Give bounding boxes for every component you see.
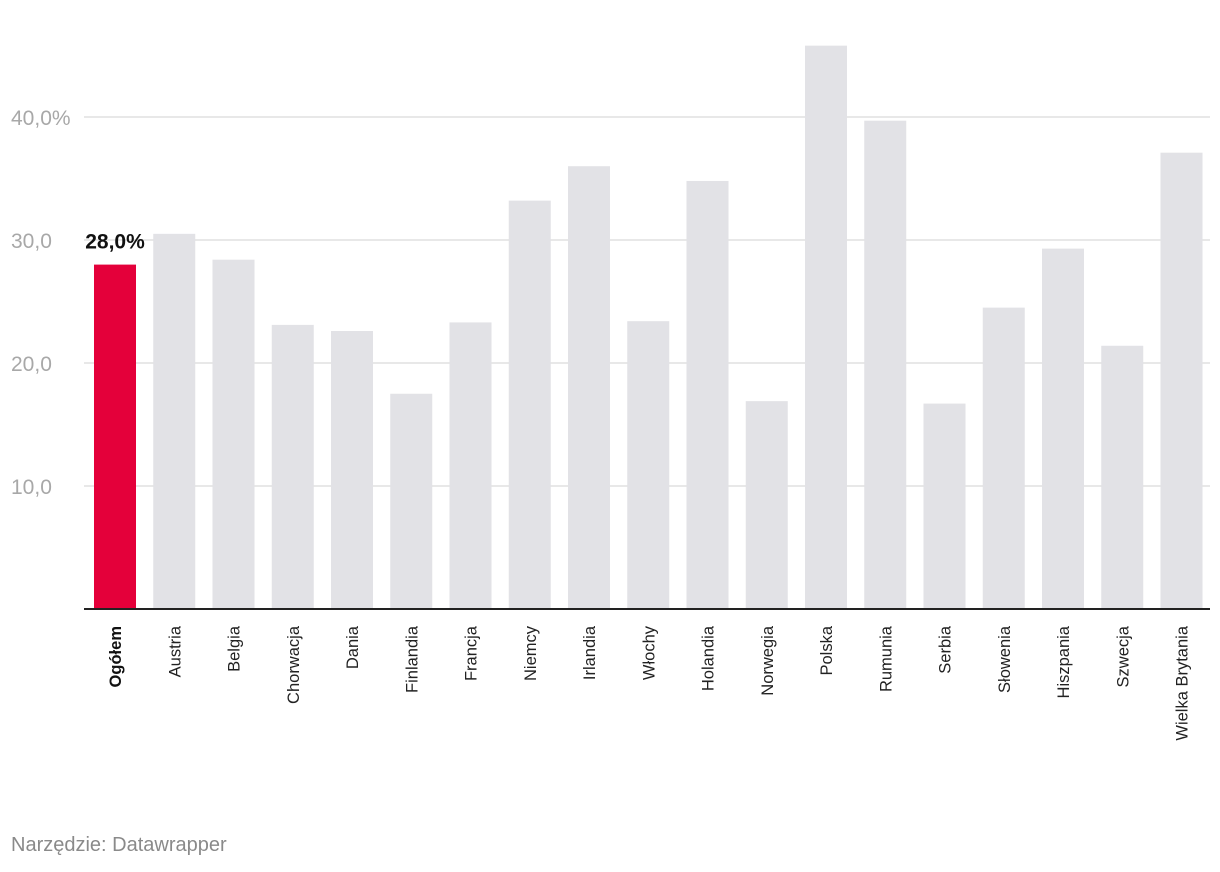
category-label: Belgia	[226, 625, 244, 672]
bar-chart: 10,0 20,0 30,0 40,0% 28,0% Ogółem Austria Bel…	[11, 45, 1210, 741]
y-tick-label: 30,0	[11, 230, 52, 253]
bar-4	[271, 324, 314, 609]
category-label: Serbia	[937, 625, 955, 674]
bars: 28,0%	[84, 45, 1210, 610]
y-tick-label: 10,0	[11, 476, 52, 499]
bar-11	[686, 180, 729, 609]
bar-13	[805, 45, 847, 610]
bar-16	[982, 307, 1025, 609]
bar-9	[568, 166, 610, 609]
category-labels: Ogółem Austria Belgia Chorwacja Dania Finland…	[107, 625, 1192, 740]
category-label: Wielka Brytania	[1174, 625, 1192, 740]
bar-19	[1160, 152, 1203, 610]
bar-5	[331, 331, 373, 609]
category-label: Dania	[344, 625, 362, 669]
category-label: Polska	[818, 625, 836, 675]
category-label: Irlandia	[581, 625, 599, 680]
bar-10	[627, 321, 670, 609]
category-label: Niemcy	[522, 625, 540, 681]
highlight-value-label: 28,0%	[85, 231, 145, 254]
category-label: Włochy	[640, 625, 658, 680]
source-credit: Narzędzie: Datawrapper	[11, 834, 227, 856]
category-label: Norwegia	[759, 625, 777, 696]
bar-14	[864, 120, 907, 609]
category-label: Austria	[166, 625, 184, 677]
category-label: Finlandia	[403, 625, 421, 693]
bar-8	[508, 200, 551, 609]
y-tick-label: 40,0%	[11, 107, 71, 130]
y-tick-label: 20,0	[11, 353, 52, 376]
bar-1	[94, 264, 136, 609]
category-label: Szwecja	[1114, 625, 1132, 687]
category-label: Ogółem	[107, 626, 125, 687]
category-label: Chorwacja	[285, 625, 303, 704]
bar-15	[923, 403, 966, 609]
bar-17	[1042, 248, 1084, 610]
bar-2	[153, 233, 196, 609]
bar-6	[390, 393, 433, 609]
bar-3	[212, 259, 255, 609]
bar-7	[449, 322, 492, 609]
category-label: Słowenia	[996, 625, 1014, 693]
category-label: Holandia	[700, 625, 718, 691]
category-label: Francja	[463, 625, 481, 681]
category-label: Hiszpania	[1055, 625, 1073, 698]
category-label: Rumunia	[877, 625, 895, 692]
bar-12	[745, 401, 788, 609]
bar-18	[1101, 345, 1144, 609]
